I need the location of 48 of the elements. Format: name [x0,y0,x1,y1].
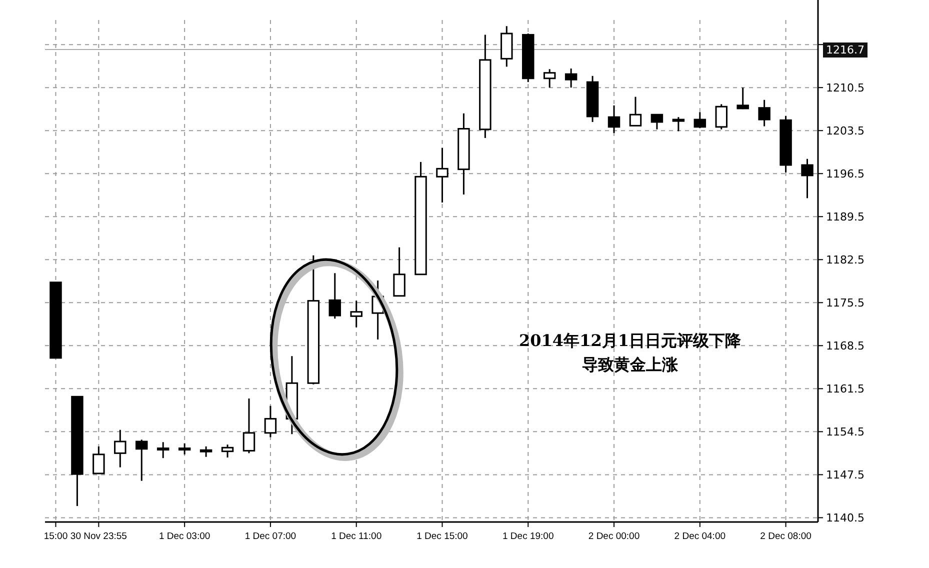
y-tick-label: 1189.5 [826,210,864,224]
annotation: 导致黄金上涨 [582,355,679,374]
candlestick [564,68,578,88]
candlestick [694,111,706,129]
y-tick-label: 1182.5 [826,254,864,267]
candlestick [178,442,191,456]
candlestick [672,116,685,132]
candlestick [608,104,620,134]
y-tick-label: 1196.5 [826,168,864,181]
x-tick-label: 15:00 [44,531,68,542]
annotation: 2014年12月1日日元评级下降 [519,331,742,350]
y-tick-label: 1210.5 [826,82,864,95]
candlestick [629,96,642,126]
candlestick [328,272,341,320]
candlestick [350,300,362,328]
x-tick-label: 1 Dec 07:00 [244,531,296,542]
y-tick-label: 1203.5 [826,124,864,138]
candlestick [156,441,170,459]
candlestick [436,147,448,204]
candlestick [221,444,234,458]
candlestick [114,429,126,468]
y-tick-label: 1161.5 [826,382,864,396]
y-tick-label: 1147.5 [826,468,864,482]
x-tick-label: 2 Dec 04:00 [674,531,726,542]
candlestick [758,99,770,128]
x-tick-label: 2 Dec 00:00 [588,531,640,542]
candlestick [393,246,406,297]
y-tick-label: 1140.5 [826,512,864,525]
x-tick-label: 30 Nov 23:55 [70,531,127,542]
y-tick-label: 1168.5 [826,340,864,353]
x-tick-label: 1 Dec 19:00 [502,531,554,542]
x-tick-label: 1 Dec 03:00 [158,531,210,542]
x-tick-label: 2 Dec 08:00 [760,531,812,542]
candlestick [136,438,148,482]
candlestick [650,113,664,130]
candlestick [264,405,277,438]
y-tick-label: 1154.5 [826,426,864,439]
candlestick [801,158,814,199]
x-tick-label: 1 Dec 15:00 [416,531,468,542]
candlestick [715,103,728,130]
x-tick-label: 1 Dec 11:00 [331,531,382,542]
candlestick [242,398,256,454]
candlestick [736,86,749,110]
candlestick [543,68,556,88]
ref-line-label: 1216.7 [826,43,864,56]
candlestick [200,446,212,458]
candlestick [92,446,105,474]
y-tick-label: 1175.5 [826,296,864,310]
